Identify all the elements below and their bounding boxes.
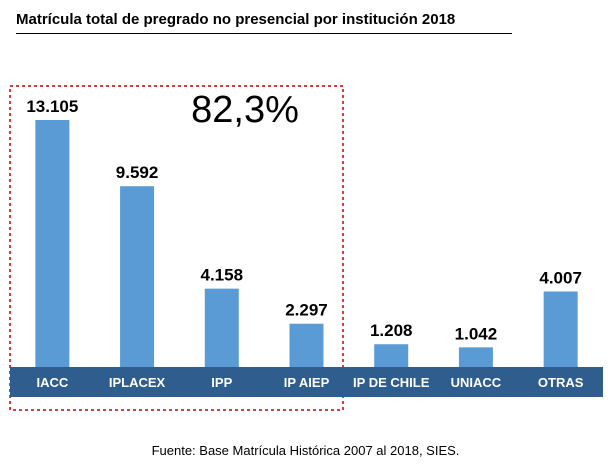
title-underline bbox=[16, 33, 512, 34]
chart-title: Matrícula total de pregrado no presencia… bbox=[16, 11, 456, 28]
category-label: IACC bbox=[36, 375, 68, 390]
data-label: 1.042 bbox=[455, 324, 498, 343]
highlight-box bbox=[9, 85, 344, 411]
category-label: IP DE CHILE bbox=[353, 375, 430, 390]
data-label: 4.158 bbox=[201, 266, 244, 285]
category-label: IPP bbox=[211, 375, 232, 390]
data-label: 1.208 bbox=[370, 321, 413, 340]
data-label: 2.297 bbox=[285, 301, 328, 320]
highlight-percentage: 82,3% bbox=[191, 89, 299, 131]
category-axis-band bbox=[10, 367, 603, 397]
bars-layer: 13.105 IACC 9.592 IPLACEX 4.158 IPP 2.297 IP AI… bbox=[26, 97, 583, 390]
data-label: 4.007 bbox=[539, 268, 582, 287]
category-label: IP AIEP bbox=[284, 375, 330, 390]
bar-otras bbox=[543, 291, 578, 367]
bar-ipp bbox=[204, 288, 239, 367]
bar-ip-de-chile bbox=[374, 344, 409, 367]
bar-ip-aiep bbox=[289, 323, 324, 367]
bar-uniacc bbox=[458, 347, 493, 367]
category-label: OTRAS bbox=[538, 375, 584, 390]
data-label: 9.592 bbox=[116, 163, 159, 182]
category-label: UNIACC bbox=[451, 375, 502, 390]
category-label: IPLACEX bbox=[109, 375, 166, 390]
bar-iacc bbox=[35, 120, 70, 367]
bar-chart: 82,3% 13.105 IACC 9.592 IPLACEX 4.158 IPP 2.29… bbox=[9, 85, 603, 411]
bar-iplacex bbox=[120, 186, 155, 367]
data-label: 13.105 bbox=[26, 97, 78, 116]
source-note: Fuente: Base Matrícula Histórica 2007 al… bbox=[151, 443, 460, 458]
